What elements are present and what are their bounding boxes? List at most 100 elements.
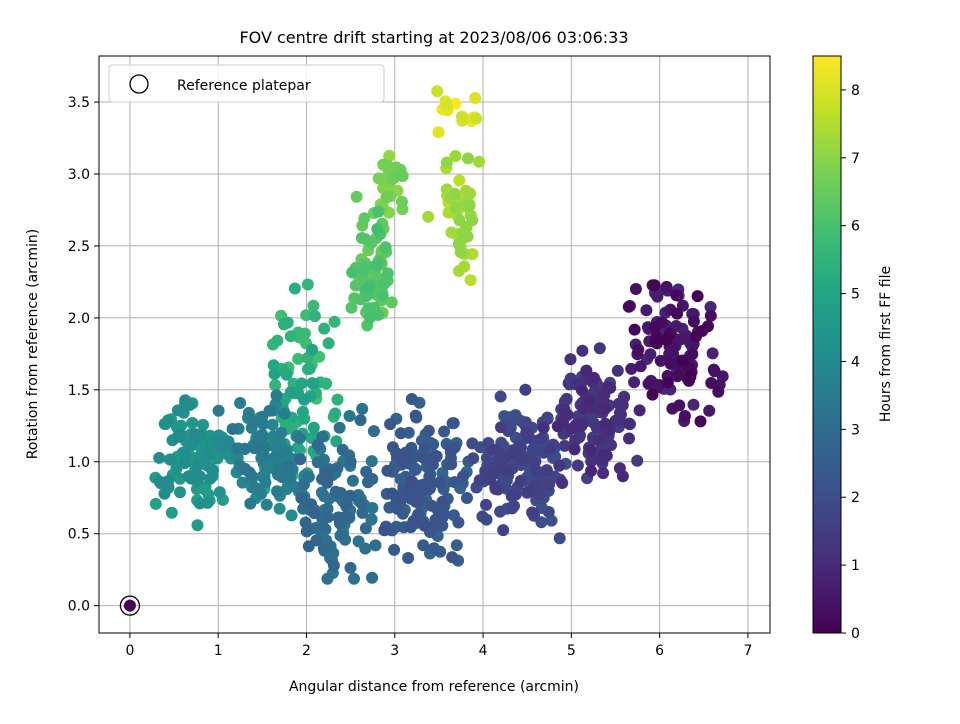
data-point xyxy=(452,516,465,529)
data-point xyxy=(558,403,571,416)
data-point xyxy=(575,420,588,432)
data-point xyxy=(270,389,283,402)
data-point xyxy=(174,486,186,499)
data-point xyxy=(292,352,305,365)
data-point xyxy=(564,353,577,366)
data-point xyxy=(333,421,346,434)
data-point xyxy=(660,280,673,293)
data-point xyxy=(566,422,579,435)
x-tick-label: 4 xyxy=(479,643,488,659)
data-point xyxy=(345,301,358,314)
data-point xyxy=(553,459,566,472)
data-point xyxy=(234,397,247,409)
data-point xyxy=(646,388,659,401)
data-point xyxy=(414,481,426,494)
data-point xyxy=(366,571,379,584)
data-point xyxy=(484,473,497,486)
data-point xyxy=(676,354,689,367)
data-point xyxy=(268,368,281,380)
data-point xyxy=(428,542,440,555)
data-point xyxy=(660,333,673,346)
x-tick-label: 1 xyxy=(214,643,223,659)
data-point xyxy=(346,474,359,487)
colorbar-tick-label: 8 xyxy=(851,83,860,99)
data-point xyxy=(369,539,382,552)
data-point xyxy=(381,464,394,477)
data-point xyxy=(593,342,606,355)
data-point xyxy=(285,509,298,522)
data-point xyxy=(431,85,444,98)
data-point xyxy=(480,451,493,464)
data-point xyxy=(432,126,445,139)
data-point xyxy=(445,458,458,471)
data-point xyxy=(299,516,312,529)
data-point xyxy=(599,403,611,415)
data-point xyxy=(687,398,700,411)
data-point xyxy=(360,465,373,478)
data-point xyxy=(495,436,508,449)
data-point xyxy=(661,376,674,389)
data-point xyxy=(269,379,282,392)
data-point xyxy=(395,195,408,208)
data-point xyxy=(212,435,225,448)
data-point xyxy=(191,519,204,532)
data-point xyxy=(628,323,641,336)
data-point xyxy=(642,377,655,390)
data-point xyxy=(704,309,717,322)
data-point xyxy=(654,354,667,367)
data-point xyxy=(543,478,555,491)
data-point xyxy=(673,399,686,412)
data-point xyxy=(371,223,384,235)
data-point xyxy=(334,529,347,542)
data-point xyxy=(248,442,261,455)
data-point xyxy=(687,315,700,328)
data-points xyxy=(149,85,729,585)
data-point xyxy=(331,393,344,406)
data-point xyxy=(244,497,257,510)
data-point xyxy=(300,309,313,322)
data-point xyxy=(381,159,394,172)
data-point xyxy=(495,450,508,463)
data-point xyxy=(535,433,548,445)
data-point xyxy=(500,465,513,478)
data-point xyxy=(457,470,470,483)
data-point xyxy=(317,542,330,555)
data-point xyxy=(362,302,375,315)
data-point xyxy=(300,525,313,538)
colorbar-tick-label: 2 xyxy=(851,490,860,506)
data-point xyxy=(494,505,507,518)
data-point xyxy=(344,489,357,502)
reference-fill xyxy=(123,599,136,612)
data-point xyxy=(529,455,542,468)
chart-title: FOV centre drift starting at 2023/08/06 … xyxy=(239,28,628,47)
data-point xyxy=(487,443,500,456)
data-point xyxy=(307,421,320,434)
data-point xyxy=(514,474,527,487)
data-point xyxy=(311,456,324,469)
data-point xyxy=(558,439,571,452)
data-point xyxy=(261,462,274,475)
data-point xyxy=(212,404,225,417)
data-point xyxy=(457,226,470,239)
data-point xyxy=(405,393,418,405)
x-tick-label: 2 xyxy=(302,643,311,659)
data-point xyxy=(381,267,394,280)
data-point xyxy=(500,474,513,487)
data-point xyxy=(329,485,342,498)
data-point xyxy=(327,559,340,572)
data-point xyxy=(495,421,507,434)
data-point xyxy=(508,500,520,512)
data-point xyxy=(585,464,598,477)
data-point xyxy=(363,311,376,324)
x-axis-ticks: 0 1 2 3 4 5 6 7 xyxy=(125,633,752,659)
data-point xyxy=(163,453,176,466)
data-point xyxy=(580,364,593,377)
data-point xyxy=(530,464,543,477)
data-point xyxy=(494,390,507,403)
data-point xyxy=(365,455,378,468)
data-point xyxy=(599,418,612,431)
data-point xyxy=(651,337,663,350)
data-point xyxy=(463,199,476,212)
data-point xyxy=(171,404,184,417)
